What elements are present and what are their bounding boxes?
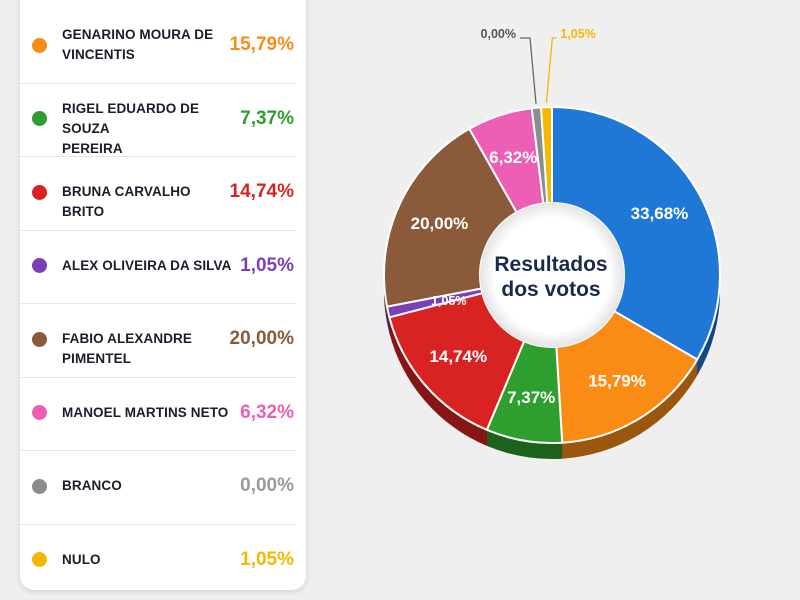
legend-candidate-name: GENARINO MOURA DE VINCENTIS xyxy=(62,25,232,65)
legend-candidate-name: MANOEL MARTINS NETO xyxy=(62,403,232,423)
slice-label: 7,37% xyxy=(507,388,555,407)
legend-candidate-name-line: PEREIRA xyxy=(62,140,123,156)
leader-line xyxy=(520,37,537,104)
legend-divider xyxy=(16,156,296,158)
legend-candidate-name-line: FABIO ALEXANDRE PIMENTEL xyxy=(62,331,193,366)
legend-percentage: 7,37% xyxy=(240,107,294,129)
legend-percentage: 14,74% xyxy=(229,181,294,202)
legend-percentage: 0,00% xyxy=(240,475,294,496)
slice-label: 15,79% xyxy=(588,372,646,391)
slice-label: 1,05% xyxy=(560,27,595,41)
legend-candidate-name-line: BRUNA CARVALHO BRITO xyxy=(62,184,191,219)
legend-candidate-name-line: NULO xyxy=(62,551,101,567)
legend-percentage: 6,32% xyxy=(240,401,294,423)
slice-labels: 33,68% 15,79% 7,37% 14,74% 1,05% 20,00% 6,32% 0… xyxy=(411,27,689,407)
legend-divider xyxy=(16,303,296,305)
legend-color-dot xyxy=(32,37,47,53)
legend-candidate-name-line: VINCENTIS xyxy=(62,47,135,62)
chart-title-line-2: dos votos xyxy=(501,278,600,301)
slice-label: 6,32% xyxy=(489,148,537,167)
chart-title: Resultados dos votos xyxy=(494,253,607,301)
slice-label: 20,00% xyxy=(411,214,469,233)
legend-percentage: 1,05% xyxy=(240,548,294,570)
donut-chart: 33,68% 15,79% 7,37% 14,74% 1,05% 20,00% 6,32% 0… xyxy=(383,27,721,459)
legend-panel xyxy=(20,0,306,590)
legend-percentage: 20,00% xyxy=(229,328,294,349)
legend-candidate-name: RIGEL EDUARDO DE SOUZA PEREIRA xyxy=(62,99,232,159)
donut-center xyxy=(480,203,624,347)
legend-candidate-name: NULO xyxy=(62,550,232,570)
legend-candidate-name-line: GENARINO MOURA DE xyxy=(62,27,214,42)
legend-divider xyxy=(16,523,296,525)
legend-color-dot xyxy=(32,258,47,273)
legend-candidate-name-line: RIGEL EDUARDO DE SOUZA xyxy=(62,100,200,136)
legend-candidate-name: ALEX OLIVEIRA DA SILVA xyxy=(62,256,232,276)
legend-candidate-name: FABIO ALEXANDRE PIMENTEL xyxy=(62,329,232,369)
slice-label: 33,68% xyxy=(631,204,689,223)
legend-divider xyxy=(16,450,296,452)
leader-line xyxy=(545,37,557,104)
legend-color-dot xyxy=(32,478,47,494)
legend-candidate-name-line: ALEX OLIVEIRA DA SILVA xyxy=(62,257,232,273)
legend-color-dot xyxy=(32,552,47,567)
legend-divider xyxy=(16,82,296,84)
legend-percentage: 15,79% xyxy=(229,34,294,55)
chart-title-line-1: Resultados xyxy=(494,253,607,276)
legend-candidate-name-line: MANOEL MARTINS NETO xyxy=(62,404,229,420)
legend-divider xyxy=(16,376,296,378)
legend-candidate-name: BRUNA CARVALHO BRITO xyxy=(62,182,232,222)
donut-slices xyxy=(383,105,721,444)
slice-label: 0,00% xyxy=(481,27,516,41)
legend-color-dot xyxy=(32,331,47,347)
slice-label: 14,74% xyxy=(429,347,487,366)
slice-label: 1,05% xyxy=(431,294,466,308)
legend-candidate-name-line: BRANCO xyxy=(62,478,122,493)
legend-divider xyxy=(16,229,296,231)
legend-color-dot xyxy=(32,184,47,200)
legend-color-dot xyxy=(32,111,47,126)
legend-candidate-name: BRANCO xyxy=(62,476,232,496)
legend-color-dot xyxy=(32,405,47,420)
donut-hole xyxy=(480,203,624,347)
legend-percentage: 1,05% xyxy=(240,254,294,276)
